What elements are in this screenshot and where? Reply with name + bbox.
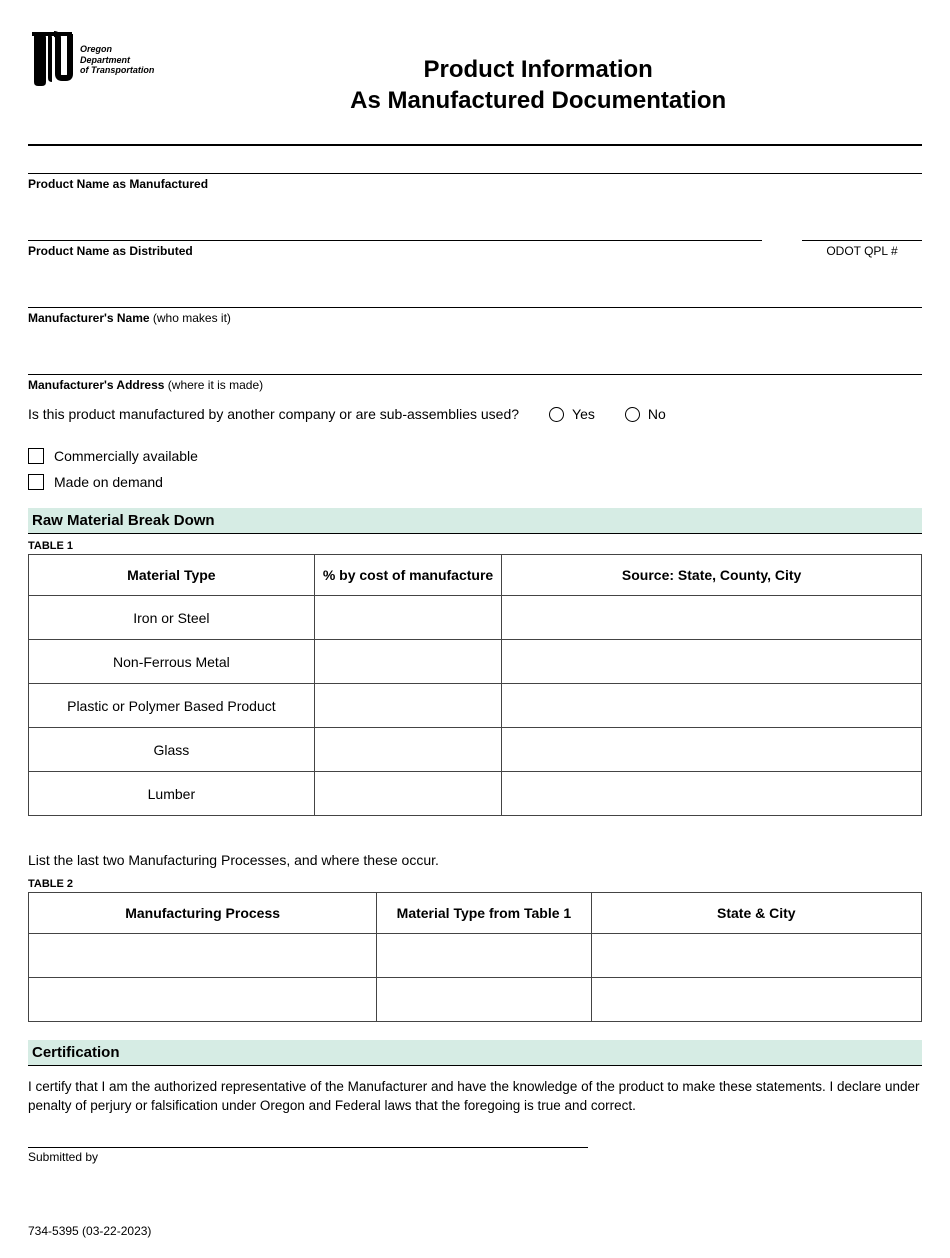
table-cell[interactable] xyxy=(502,640,922,684)
title-line1: Product Information xyxy=(154,54,922,85)
list-instruction: List the last two Manufacturing Processe… xyxy=(28,852,922,868)
table-cell[interactable] xyxy=(377,934,591,978)
table2-caption: TABLE 2 xyxy=(28,878,922,890)
field-product-manufactured: Product Name as Manufactured xyxy=(28,150,922,191)
table2-header-process: Manufacturing Process xyxy=(29,893,377,934)
table-cell[interactable] xyxy=(29,934,377,978)
label-mfr-addr-light: (where it is made) xyxy=(164,378,263,392)
odot-logo-icon xyxy=(28,30,76,90)
input-product-distributed[interactable] xyxy=(28,217,762,241)
logo-line3: of Transportation xyxy=(80,65,154,75)
table-cell[interactable] xyxy=(502,772,922,816)
field-manufacturer-name: Manufacturer's Name (who makes it) xyxy=(28,284,922,325)
table-row: Plastic or Polymer Based Product xyxy=(29,684,922,728)
table-cell[interactable] xyxy=(591,934,921,978)
table2-header-material: Material Type from Table 1 xyxy=(377,893,591,934)
table1-caption: TABLE 1 xyxy=(28,540,922,552)
table-cell[interactable] xyxy=(502,596,922,640)
header: Oregon Department of Transportation Prod… xyxy=(28,30,922,116)
logo-line1: Oregon xyxy=(80,44,154,54)
input-manufacturer-name[interactable] xyxy=(28,284,922,308)
table1-header-material: Material Type xyxy=(29,555,315,596)
table-cell[interactable] xyxy=(591,978,921,1022)
label-product-manufactured: Product Name as Manufactured xyxy=(28,177,922,191)
radio-icon xyxy=(549,407,564,422)
label-manufacturer-address: Manufacturer's Address (where it is made… xyxy=(28,378,922,392)
radio-no-label: No xyxy=(648,406,666,422)
table-cell[interactable] xyxy=(29,978,377,1022)
radio-yes[interactable]: Yes xyxy=(549,406,595,422)
radio-icon xyxy=(625,407,640,422)
logo-line2: Department xyxy=(80,55,154,65)
label-manufacturer-name: Manufacturer's Name (who makes it) xyxy=(28,311,922,325)
table-row: Lumber xyxy=(29,772,922,816)
question-row: Is this product manufactured by another … xyxy=(28,406,922,422)
page-title: Product Information As Manufactured Docu… xyxy=(154,30,922,116)
table1: Material Type % by cost of manufacture S… xyxy=(28,554,922,816)
table-row xyxy=(29,934,922,978)
table2: Manufacturing Process Material Type from… xyxy=(28,892,922,1022)
table1-header-source: Source: State, County, City xyxy=(502,555,922,596)
checkbox-icon xyxy=(28,448,44,464)
checkbox-commercial[interactable]: Commercially available xyxy=(28,448,922,464)
table-row: Non-Ferrous Metal xyxy=(29,640,922,684)
title-line2: As Manufactured Documentation xyxy=(154,85,922,116)
input-product-manufactured[interactable] xyxy=(28,150,922,174)
table-cell[interactable] xyxy=(314,596,502,640)
label-product-distributed: Product Name as Distributed xyxy=(28,244,762,258)
table1-header-cost: % by cost of manufacture xyxy=(314,555,502,596)
field-manufacturer-address: Manufacturer's Address (where it is made… xyxy=(28,351,922,392)
field-product-distributed: Product Name as Distributed xyxy=(28,217,762,258)
table-cell[interactable] xyxy=(314,684,502,728)
table-cell[interactable] xyxy=(502,728,922,772)
table-cell[interactable] xyxy=(502,684,922,728)
section-raw-materials: Raw Material Break Down xyxy=(28,508,922,534)
label-mfr-addr-bold: Manufacturer's Address xyxy=(28,378,164,392)
logo-text: Oregon Department of Transportation xyxy=(80,44,154,75)
radio-no[interactable]: No xyxy=(625,406,666,422)
radio-yes-label: Yes xyxy=(572,406,595,422)
table-cell[interactable] xyxy=(314,640,502,684)
checkbox-commercial-label: Commercially available xyxy=(54,448,198,464)
logo: Oregon Department of Transportation xyxy=(28,30,154,90)
table-row xyxy=(29,978,922,1022)
table-cell[interactable] xyxy=(314,772,502,816)
field-odot-qpl: ODOT QPL # xyxy=(802,217,922,258)
divider xyxy=(28,144,922,146)
label-mfr-name-light: (who makes it) xyxy=(150,311,231,325)
table-cell: Glass xyxy=(29,728,315,772)
label-odot-qpl: ODOT QPL # xyxy=(802,244,922,258)
table-cell: Lumber xyxy=(29,772,315,816)
table-cell: Non-Ferrous Metal xyxy=(29,640,315,684)
checkbox-icon xyxy=(28,474,44,490)
input-odot-qpl[interactable] xyxy=(802,217,922,241)
table2-header-location: State & City xyxy=(591,893,921,934)
label-mfr-name-bold: Manufacturer's Name xyxy=(28,311,150,325)
certification-text: I certify that I am the authorized repre… xyxy=(28,1078,922,1114)
section-certification: Certification xyxy=(28,1040,922,1066)
table-cell: Plastic or Polymer Based Product xyxy=(29,684,315,728)
input-manufacturer-address[interactable] xyxy=(28,351,922,375)
table-row: Glass xyxy=(29,728,922,772)
checkbox-demand-label: Made on demand xyxy=(54,474,163,490)
table-row: Iron or Steel xyxy=(29,596,922,640)
table-cell: Iron or Steel xyxy=(29,596,315,640)
question-text: Is this product manufactured by another … xyxy=(28,406,519,422)
table-cell[interactable] xyxy=(314,728,502,772)
signature-line[interactable]: Submitted by xyxy=(28,1147,588,1164)
checkbox-demand[interactable]: Made on demand xyxy=(28,474,922,490)
submitted-by-label: Submitted by xyxy=(28,1150,98,1164)
form-number: 734-5395 (03-22-2023) xyxy=(28,1224,922,1238)
table-cell[interactable] xyxy=(377,978,591,1022)
